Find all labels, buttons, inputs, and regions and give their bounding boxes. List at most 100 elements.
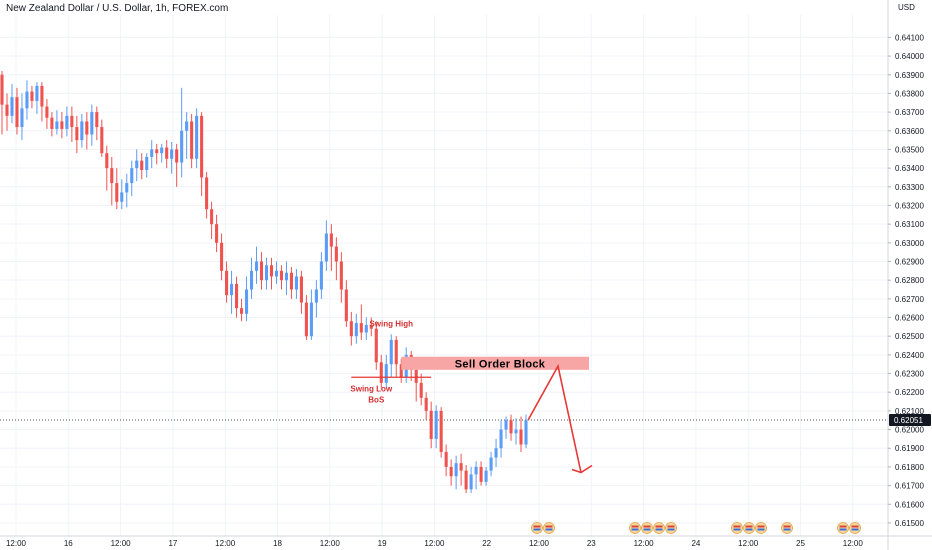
- time-tick-label: 12:00: [843, 539, 864, 548]
- candle-down: [75, 127, 79, 141]
- event-flag-stripe: [783, 525, 791, 528]
- price-axis[interactable]: 0.64100 0.64000 0.63900 0.63800 0.63700 0.636…: [887, 0, 924, 550]
- candle-up: [324, 233, 328, 262]
- price-tick-label: 0.63500: [895, 145, 924, 154]
- event-flag-stripe: [533, 525, 541, 528]
- price-tick-label: 0.63800: [895, 89, 924, 98]
- price-tick-label: 0.61800: [895, 463, 924, 472]
- price-tick-label: 0.63200: [895, 201, 924, 210]
- price-tick-label: 0.63900: [895, 71, 924, 80]
- grid-lines: [0, 15, 888, 536]
- current-price-label: 0.62051: [894, 416, 923, 425]
- candle-up: [170, 149, 174, 159]
- current-price-tag: [889, 414, 931, 427]
- event-flag-icon[interactable]: [837, 522, 849, 534]
- projection-path: [527, 363, 582, 473]
- candle-down: [220, 242, 224, 271]
- candle-down: [334, 246, 338, 262]
- swing-high-label: Swing High: [369, 319, 413, 328]
- candle-down: [85, 121, 89, 135]
- candle-down: [424, 397, 428, 411]
- event-flag-bg: [781, 522, 793, 534]
- candle-down: [239, 308, 244, 314]
- candle-up: [130, 168, 134, 184]
- price-tick-label: 0.62700: [895, 295, 924, 304]
- event-flag-bg: [653, 522, 665, 534]
- event-flag-icon[interactable]: [543, 522, 555, 534]
- annotations: Sell Order Block Swing High Swing Low BoS: [350, 319, 593, 474]
- currency-label: USD: [898, 3, 915, 12]
- candle-down: [394, 339, 398, 365]
- candle-down: [50, 117, 54, 129]
- candle-up: [489, 457, 493, 471]
- candle-up: [20, 108, 24, 128]
- event-flag-stripe: [667, 528, 675, 531]
- candle-up: [150, 149, 154, 157]
- event-flag-stripe: [745, 528, 753, 531]
- event-flag-stripe: [545, 528, 553, 531]
- event-flag-stripe: [851, 528, 859, 531]
- candle-down: [0, 74, 4, 105]
- event-flag-icon[interactable]: [781, 522, 793, 534]
- candle-down: [459, 463, 463, 471]
- price-tick-label: 0.62600: [895, 314, 924, 323]
- candle-down: [215, 224, 219, 243]
- event-flag-icon[interactable]: [641, 522, 653, 534]
- price-tick-label: 0.62200: [895, 388, 924, 397]
- candle-down: [70, 115, 74, 128]
- chart-title: New Zealand Dollar / U.S. Dollar, 1h, FO…: [6, 3, 229, 14]
- price-tick-label: 0.62800: [895, 276, 924, 285]
- event-flag-icon[interactable]: [653, 522, 665, 534]
- event-flag-icon[interactable]: [531, 522, 543, 534]
- candle-down: [519, 429, 523, 445]
- candle-up: [135, 160, 139, 169]
- event-flag-stripe: [631, 528, 639, 531]
- candle-up: [469, 474, 473, 490]
- candle-up: [474, 466, 478, 475]
- event-flag-icon[interactable]: [731, 522, 743, 534]
- candle-down: [374, 328, 378, 363]
- price-tick-label: 0.62900: [895, 257, 924, 266]
- event-flag-icon[interactable]: [743, 522, 755, 534]
- price-tick-label: 0.61700: [895, 482, 924, 491]
- event-flag-icon[interactable]: [849, 522, 861, 534]
- time-axis[interactable]: 12:00 16 12:00 17 12:00 18 12:00 19 12:00 22 12:00…: [0, 535, 932, 548]
- projection-arrow-head: [571, 464, 593, 474]
- candle-up: [314, 289, 318, 303]
- time-tick-label: 24: [691, 539, 700, 548]
- time-tick-label: 12:00: [634, 539, 655, 548]
- event-flag-stripe: [745, 525, 753, 528]
- candle-up: [454, 463, 458, 477]
- event-flag-icon[interactable]: [665, 522, 677, 534]
- price-tick-label: 0.62500: [895, 332, 924, 341]
- candle-down: [509, 420, 513, 434]
- candle-up: [504, 420, 508, 430]
- event-flag-stripe: [667, 525, 675, 528]
- candle-up: [284, 272, 289, 281]
- swing-low-label: Swing Low: [350, 384, 393, 393]
- candle-up: [364, 324, 368, 333]
- price-tick-label: 0.63000: [895, 239, 924, 248]
- candle-up: [120, 192, 124, 202]
- event-flag-stripe: [643, 528, 651, 531]
- candle-up: [309, 302, 313, 337]
- economic-events[interactable]: [531, 522, 861, 534]
- candle-down: [210, 209, 214, 225]
- order-block-label: Sell Order Block: [455, 358, 546, 370]
- candle-down: [414, 369, 418, 383]
- price-tick-label: 0.62300: [895, 370, 924, 379]
- candle-down: [200, 115, 204, 178]
- candle-down: [339, 261, 343, 290]
- candle-down: [235, 283, 239, 309]
- candle-down: [369, 324, 373, 329]
- candle-down: [110, 168, 114, 184]
- price-tick-label: 0.61500: [895, 519, 924, 528]
- candle-up: [160, 147, 164, 154]
- event-flag-icon[interactable]: [629, 522, 641, 534]
- price-tick-label: 0.63400: [895, 164, 924, 173]
- event-flag-bg: [665, 522, 677, 534]
- candle-down: [40, 85, 44, 107]
- candle-down: [205, 177, 209, 210]
- event-flag-icon[interactable]: [755, 522, 767, 534]
